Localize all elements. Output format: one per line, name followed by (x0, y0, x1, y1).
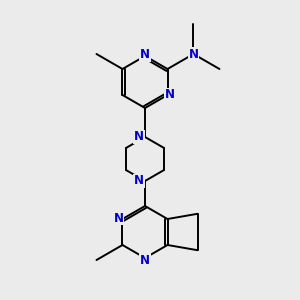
Text: N: N (140, 254, 150, 266)
Text: N: N (140, 49, 150, 62)
Text: N: N (134, 175, 144, 188)
Text: N: N (164, 88, 175, 101)
Text: N: N (113, 212, 124, 224)
Text: N: N (188, 47, 199, 61)
Text: N: N (134, 130, 144, 143)
